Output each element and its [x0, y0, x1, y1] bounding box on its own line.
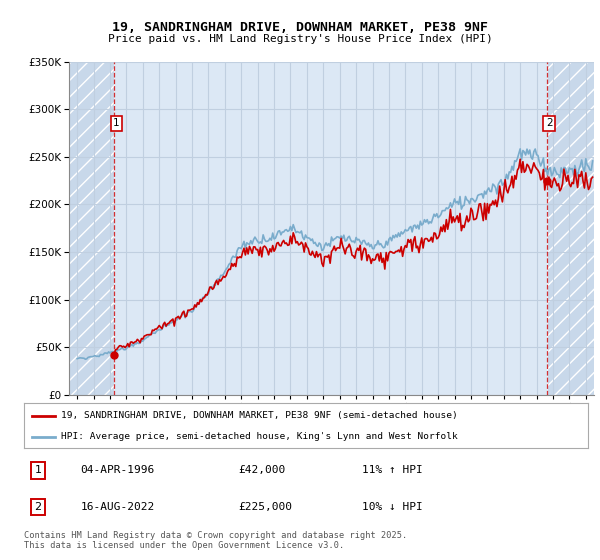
Text: 04-APR-1996: 04-APR-1996 — [80, 465, 155, 475]
Text: 2: 2 — [546, 119, 553, 128]
Text: 19, SANDRINGHAM DRIVE, DOWNHAM MARKET, PE38 9NF: 19, SANDRINGHAM DRIVE, DOWNHAM MARKET, P… — [112, 21, 488, 34]
Text: £42,000: £42,000 — [238, 465, 286, 475]
Text: 19, SANDRINGHAM DRIVE, DOWNHAM MARKET, PE38 9NF (semi-detached house): 19, SANDRINGHAM DRIVE, DOWNHAM MARKET, P… — [61, 411, 457, 420]
Text: 16-AUG-2022: 16-AUG-2022 — [80, 502, 155, 512]
Bar — [69, 62, 114, 395]
Text: 11% ↑ HPI: 11% ↑ HPI — [362, 465, 423, 475]
Text: 10% ↓ HPI: 10% ↓ HPI — [362, 502, 423, 512]
Text: 1: 1 — [113, 119, 120, 128]
Text: Price paid vs. HM Land Registry's House Price Index (HPI): Price paid vs. HM Land Registry's House … — [107, 34, 493, 44]
Bar — [547, 62, 594, 395]
Text: Contains HM Land Registry data © Crown copyright and database right 2025.
This d: Contains HM Land Registry data © Crown c… — [24, 531, 407, 550]
Text: 2: 2 — [35, 502, 41, 512]
Text: HPI: Average price, semi-detached house, King's Lynn and West Norfolk: HPI: Average price, semi-detached house,… — [61, 432, 457, 441]
Text: 1: 1 — [35, 465, 41, 475]
Text: £225,000: £225,000 — [238, 502, 292, 512]
